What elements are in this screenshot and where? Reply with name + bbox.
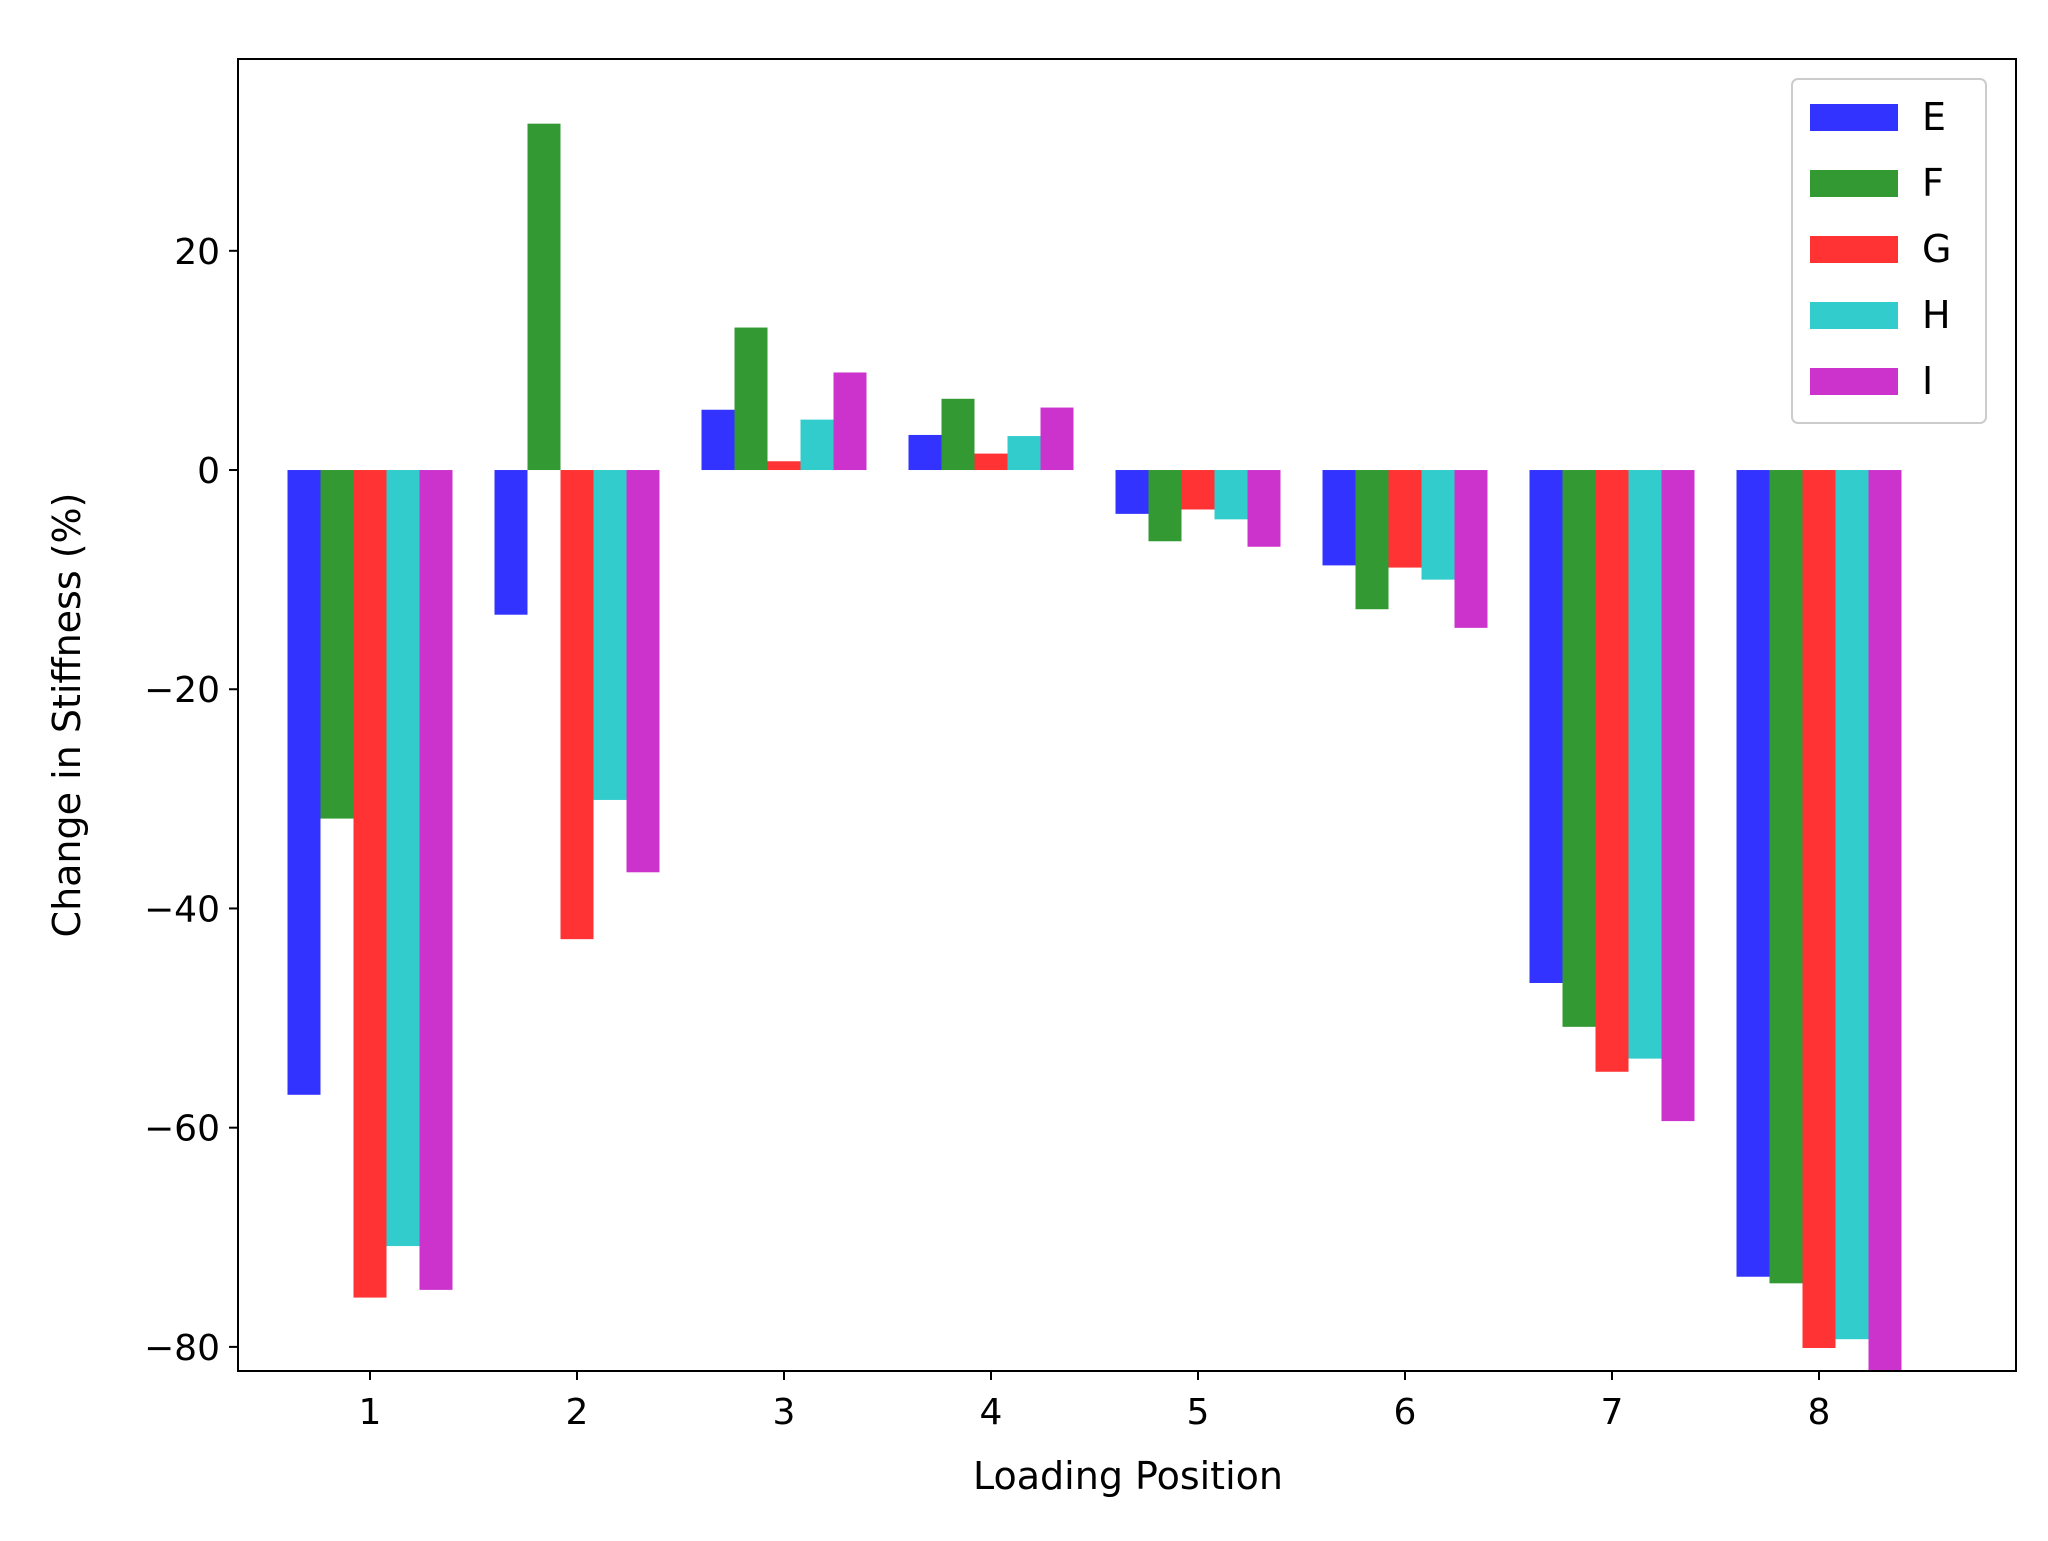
x-tick-label: 4 — [980, 1392, 1003, 1433]
bar-i-5 — [1247, 470, 1281, 547]
axes-layer: −80 −60 −40 −20 0 20 1 2 3 4 5 6 7 8 — [144, 58, 2017, 1433]
bar-i-1 — [419, 470, 453, 1290]
bar-e-1 — [287, 470, 321, 1095]
bar-e-3 — [701, 409, 735, 471]
y-tick-label: 0 — [197, 451, 220, 492]
bar-g-7 — [1595, 470, 1629, 1072]
y-tick-label: −20 — [144, 670, 220, 711]
bar-h-6 — [1421, 470, 1455, 580]
legend-swatch-e — [1810, 104, 1898, 131]
bar-i-3 — [833, 372, 867, 471]
bar-e-7 — [1529, 470, 1563, 983]
legend-label-i: I — [1922, 359, 1933, 403]
legend-swatch-h — [1810, 302, 1898, 329]
y-tick-label: 20 — [174, 232, 220, 273]
bar-g-4 — [974, 453, 1008, 471]
bar-i-4 — [1040, 407, 1074, 471]
legend-label-h: H — [1922, 293, 1951, 337]
bar-i-6 — [1454, 470, 1488, 628]
bar-h-4 — [1007, 436, 1041, 471]
legend-swatch-f — [1810, 170, 1898, 197]
bar-f-5 — [1148, 470, 1182, 542]
x-tick-label: 8 — [1808, 1392, 1831, 1433]
x-tick-label: 3 — [773, 1392, 796, 1433]
y-axis-label: Change in Stiffness (%) — [45, 493, 89, 938]
bar-f-6 — [1355, 470, 1389, 610]
legend-label-f: F — [1922, 161, 1944, 205]
bar-g-1 — [353, 470, 387, 1298]
bar-f-1 — [320, 470, 354, 819]
y-tick-label: −80 — [144, 1328, 220, 1369]
bar-e-8 — [1736, 470, 1770, 1277]
bar-h-8 — [1835, 470, 1869, 1340]
bar-h-7 — [1628, 470, 1662, 1059]
y-tick-label: −60 — [144, 1109, 220, 1150]
legend-label-g: G — [1922, 227, 1951, 271]
x-tick-label: 6 — [1394, 1392, 1417, 1433]
bar-e-6 — [1322, 470, 1356, 566]
plot-frame — [237, 58, 2017, 1372]
y-tick-label: −40 — [144, 889, 220, 930]
bar-h-2 — [593, 470, 627, 800]
bar-g-3 — [767, 461, 801, 471]
x-tick-label: 1 — [359, 1392, 382, 1433]
bar-g-5 — [1181, 470, 1215, 510]
bar-f-3 — [734, 327, 768, 471]
bar-g-6 — [1388, 470, 1422, 568]
bar-f-4 — [941, 398, 975, 471]
bar-f-8 — [1769, 470, 1803, 1284]
legend-label-e: E — [1922, 95, 1946, 139]
bar-h-3 — [800, 419, 834, 471]
bar-i-8 — [1868, 470, 1902, 1371]
bar-g-8 — [1802, 470, 1836, 1348]
x-tick-label: 7 — [1601, 1392, 1624, 1433]
bar-h-1 — [386, 470, 420, 1247]
bar-f-2 — [527, 123, 561, 471]
x-tick-label: 5 — [1187, 1392, 1210, 1433]
legend-swatch-g — [1810, 236, 1898, 263]
bar-f-7 — [1562, 470, 1596, 1027]
bars-layer — [287, 123, 1902, 1371]
legend-swatch-i — [1810, 368, 1898, 395]
bar-e-2 — [494, 470, 528, 615]
bar-h-5 — [1214, 470, 1248, 520]
bar-e-5 — [1115, 470, 1149, 514]
x-tick-label: 2 — [566, 1392, 589, 1433]
bar-e-4 — [908, 434, 942, 471]
x-axis-label: Loading Position — [973, 1454, 1283, 1498]
bar-i-2 — [626, 470, 660, 873]
bar-i-7 — [1661, 470, 1695, 1122]
bar-g-2 — [560, 470, 594, 940]
